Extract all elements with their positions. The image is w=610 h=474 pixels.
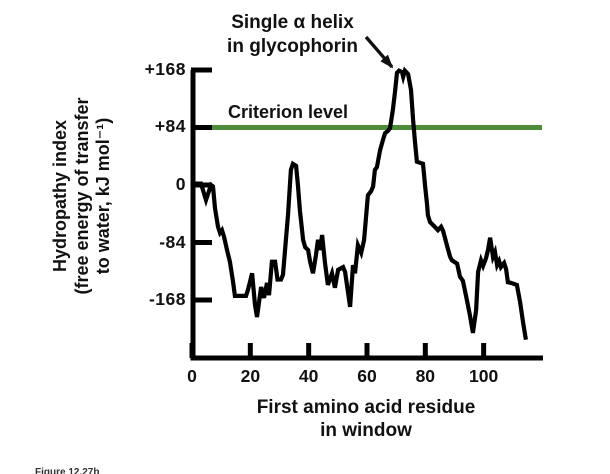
x-axis-title: First amino acid residue in window bbox=[216, 396, 516, 442]
x-tick-label-0: 0 bbox=[187, 366, 197, 386]
x-tick-label-60: 60 bbox=[357, 366, 377, 386]
annotation-line1: Single α helix bbox=[231, 12, 354, 33]
y-axis-title-line1: Hydropathy index bbox=[50, 119, 70, 273]
y-tick-label--84: -84 bbox=[159, 231, 186, 252]
x-tick-label-100: 100 bbox=[469, 366, 499, 386]
annotation-single-alpha-helix: Single α helix in glycophorin bbox=[180, 11, 405, 59]
axes bbox=[189, 67, 543, 361]
y-tick-label-0: 0 bbox=[175, 174, 186, 194]
y-tick-label-168: +168 bbox=[144, 58, 186, 79]
hydropathy-curve bbox=[192, 66, 528, 341]
y-tick-label--168: -168 bbox=[148, 289, 186, 309]
x-tick-label-80: 80 bbox=[415, 366, 436, 386]
x-axis-title-line1: First amino acid residue bbox=[256, 397, 476, 418]
criterion-level-label: Criterion level bbox=[228, 102, 349, 122]
y-tick-label-84: +84 bbox=[154, 116, 186, 137]
y-axis-title-line2: (free energy of transfer bbox=[71, 97, 92, 295]
x-tick-label-20: 20 bbox=[240, 366, 261, 386]
annotation-arrow-icon bbox=[364, 35, 394, 69]
annotation-line2: in glycophorin bbox=[227, 36, 358, 57]
figure-caption: Figure 12.27b bbox=[35, 467, 100, 474]
x-tick-label-40: 40 bbox=[298, 366, 319, 386]
x-axis-title-line2: in window bbox=[320, 420, 412, 441]
